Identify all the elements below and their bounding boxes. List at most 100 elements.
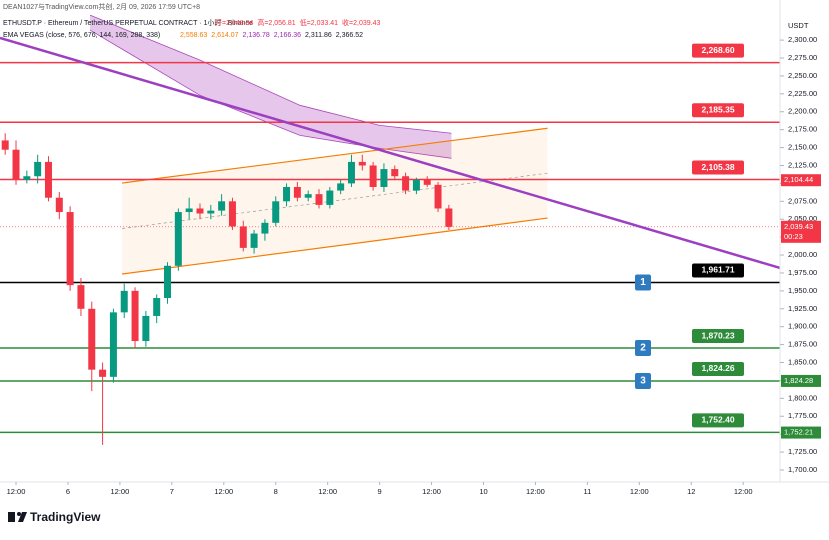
candle-body bbox=[164, 265, 172, 299]
level-label-box bbox=[692, 413, 744, 428]
y-tick-label: 2,300.00 bbox=[788, 35, 817, 44]
y-tick-label: 1,850.00 bbox=[788, 357, 817, 366]
ohlc-value: 高=2,056.81 bbox=[257, 18, 295, 27]
candle-body bbox=[77, 285, 85, 309]
level-label: 2,105.38 bbox=[701, 162, 734, 172]
brand: TradingView bbox=[30, 510, 101, 524]
level-label-box bbox=[692, 329, 744, 344]
y-tick-label: 2,175.00 bbox=[788, 125, 817, 134]
candle-body bbox=[185, 208, 193, 213]
candle-body bbox=[412, 179, 420, 191]
level-label: 1,870.23 bbox=[701, 330, 734, 340]
candle-body bbox=[174, 212, 182, 266]
candle-body bbox=[239, 226, 247, 248]
x-tick-label: 12:00 bbox=[630, 487, 649, 496]
level-marker-box bbox=[635, 274, 651, 291]
indicator: EMA VEGAS (close, 576, 676, 144, 169, 28… bbox=[3, 32, 160, 39]
candle-body bbox=[44, 161, 52, 198]
candle-body bbox=[120, 290, 128, 313]
watermark: DEAN1027与TradingView.com共创, 2月 09, 2026 … bbox=[3, 2, 200, 11]
y-tick-label: 2,250.00 bbox=[788, 71, 817, 80]
level-label-box bbox=[692, 43, 744, 58]
axis-tag: 1,752.21 bbox=[784, 428, 813, 437]
channel-upper bbox=[121, 127, 548, 184]
x-tick-label: 12:00 bbox=[734, 487, 753, 496]
candle-body bbox=[283, 186, 291, 202]
channel-fill bbox=[122, 128, 548, 275]
candle-body bbox=[207, 210, 215, 214]
y-tick-label: 1,700.00 bbox=[788, 465, 817, 474]
y-tick-label: 1,975.00 bbox=[788, 268, 817, 277]
y-tick-label: 1,950.00 bbox=[788, 286, 817, 295]
candle-body bbox=[380, 169, 388, 187]
level-label-box bbox=[692, 103, 744, 118]
candle-body bbox=[293, 186, 301, 198]
ema-lower bbox=[89, 29, 452, 159]
y-tick-label: 2,275.00 bbox=[788, 53, 817, 62]
x-tick-label: 12:00 bbox=[526, 487, 545, 496]
ohlc-value: 开=2,048.84 bbox=[215, 19, 253, 27]
candle-body bbox=[99, 369, 107, 377]
logo-mark bbox=[18, 512, 27, 522]
level-label-box bbox=[692, 263, 744, 278]
logo: TradingView bbox=[8, 510, 101, 524]
axis-tag-box bbox=[781, 174, 821, 187]
x-tick-label: 9 bbox=[378, 487, 382, 496]
candle-body bbox=[66, 212, 74, 286]
level-label-box bbox=[692, 160, 744, 175]
channel-lower bbox=[121, 217, 548, 275]
indicator-value: 2,366.52 bbox=[336, 32, 363, 39]
indicator-value: 2,558.63 bbox=[180, 32, 207, 39]
candle-body bbox=[228, 201, 236, 227]
candle-body bbox=[261, 222, 269, 234]
x-tick-label: 11 bbox=[583, 487, 591, 496]
candle-body bbox=[445, 208, 453, 227]
y-tick-label: 2,125.00 bbox=[788, 160, 817, 169]
y-tick-label: 1,925.00 bbox=[788, 304, 817, 313]
level-marker-box bbox=[635, 340, 651, 357]
candle-body bbox=[347, 161, 355, 184]
candle-body bbox=[250, 233, 258, 248]
indicator-value: 2,136.78 bbox=[243, 32, 270, 39]
last-price: 2,039.43 bbox=[784, 222, 813, 231]
candle-body bbox=[23, 176, 31, 180]
x-tick-label: 12:00 bbox=[214, 487, 233, 496]
countdown: 00:23 bbox=[784, 232, 803, 241]
candle-body bbox=[34, 161, 42, 177]
x-tick-label: 12:00 bbox=[422, 487, 441, 496]
candle-body bbox=[109, 312, 117, 377]
candle-body bbox=[369, 165, 377, 187]
x-tick-label: 8 bbox=[274, 487, 278, 496]
x-tick-label: 10 bbox=[479, 487, 487, 496]
candle-body bbox=[88, 308, 96, 370]
indicator-value: 2,614.07 bbox=[211, 32, 238, 39]
x-tick-label: 12:00 bbox=[111, 487, 130, 496]
level-label: 1,961.71 bbox=[701, 265, 734, 275]
axis-tag: 2,104.44 bbox=[784, 175, 813, 184]
axis-tag-box bbox=[781, 426, 821, 439]
x-tick-label: 12 bbox=[687, 487, 695, 496]
ema-upper bbox=[89, 14, 452, 134]
x-tick-label: 7 bbox=[170, 487, 174, 496]
axis-tag: 1,824.28 bbox=[784, 376, 813, 385]
candle-body bbox=[337, 183, 345, 191]
ohlc-value: 收=2,039.43 bbox=[342, 18, 380, 27]
candle-body bbox=[153, 298, 161, 316]
candle-body bbox=[55, 197, 63, 213]
x-tick-label: 12:00 bbox=[7, 487, 26, 496]
level-marker: 3 bbox=[640, 376, 646, 387]
candle-body bbox=[358, 161, 366, 166]
level-marker: 1 bbox=[640, 277, 646, 288]
candle-body bbox=[434, 184, 442, 209]
unit: USDT bbox=[788, 21, 809, 30]
candle-body bbox=[326, 190, 334, 205]
y-tick-label: 2,050.00 bbox=[788, 214, 817, 223]
x-tick-label: 12:00 bbox=[318, 487, 337, 496]
candle-body bbox=[196, 208, 204, 214]
candle-body bbox=[131, 290, 139, 342]
logo-mark bbox=[8, 512, 15, 522]
candle-body bbox=[423, 179, 431, 185]
axis-tag-box bbox=[781, 374, 821, 387]
y-tick-label: 1,800.00 bbox=[788, 393, 817, 402]
